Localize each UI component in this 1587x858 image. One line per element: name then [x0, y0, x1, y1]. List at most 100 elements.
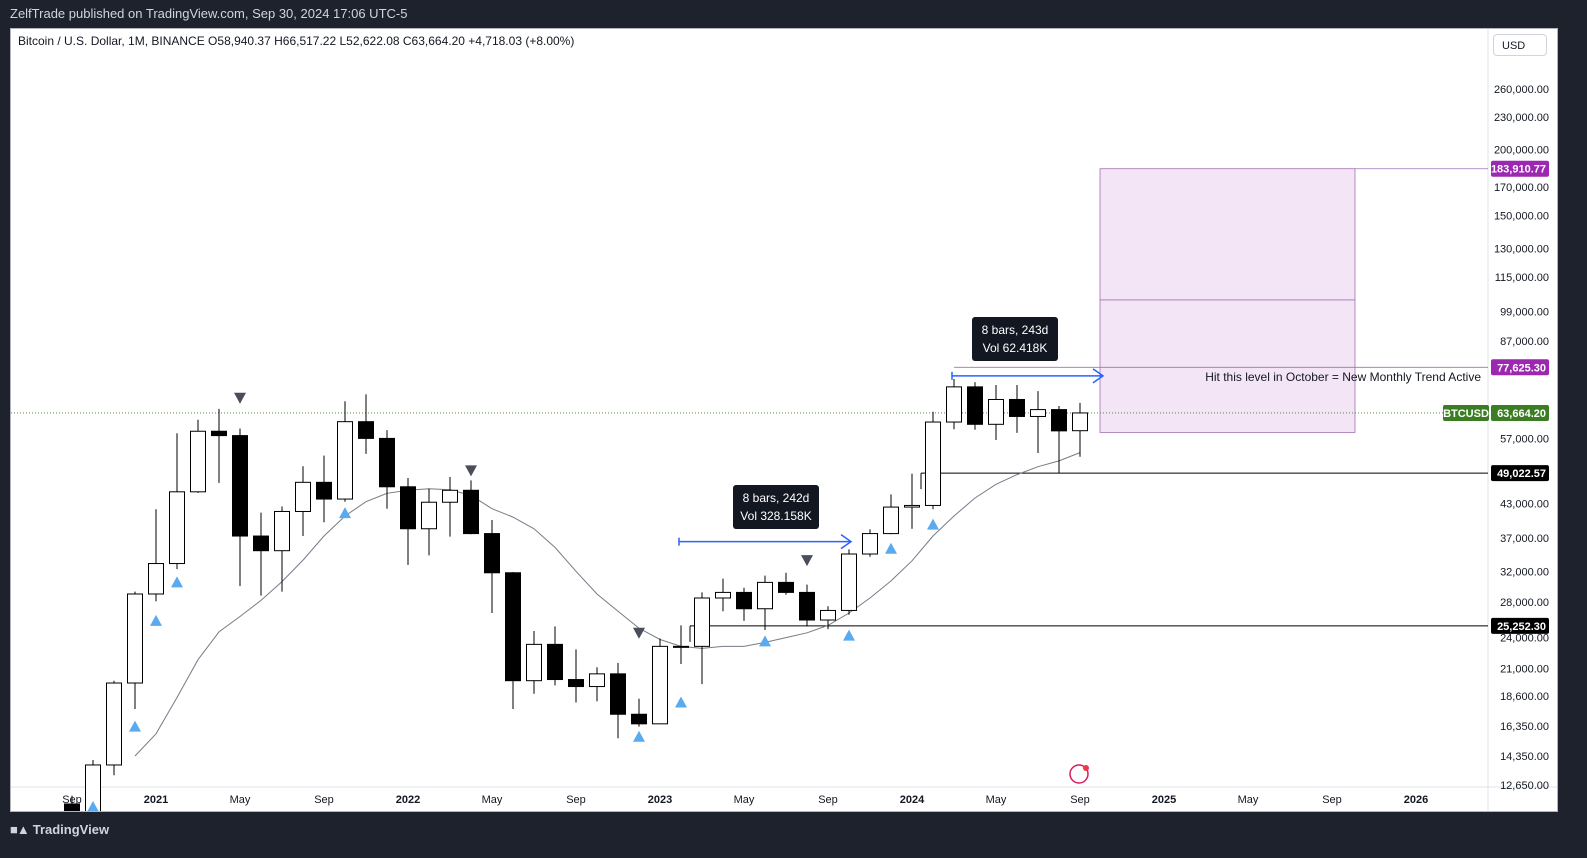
candle-body — [904, 504, 920, 508]
candle-body — [841, 553, 857, 611]
price-tick-label: 115,000.00 — [1495, 272, 1549, 284]
candle-body — [421, 501, 437, 530]
tradingview-logo[interactable]: ■▲ TradingView — [10, 822, 109, 837]
time-tick-label: Sep — [1070, 794, 1090, 806]
measure-tooltip-1-bars: 8 bars, 242d — [743, 491, 810, 505]
candle-body — [526, 643, 542, 682]
time-tick-label: 2022 — [396, 794, 420, 806]
candle-body — [778, 581, 794, 593]
candle-body — [715, 591, 731, 599]
price-tick-label: 260,000.00 — [1494, 84, 1549, 96]
buy-signal-icon — [150, 614, 162, 626]
sell-signal-icon — [465, 465, 477, 477]
candle-body — [820, 609, 836, 621]
trend-note: Hit this level in October = New Monthly … — [1205, 370, 1481, 384]
candle-body — [358, 421, 374, 439]
price-tick-label: 87,000.00 — [1500, 336, 1549, 348]
candle-body — [883, 506, 899, 535]
brand-label: TradingView — [32, 822, 110, 837]
moving-average-line — [134, 452, 1081, 757]
buy-signal-icon — [87, 800, 99, 811]
buy-signal-icon — [633, 730, 645, 742]
price-tick-label: 200,000.00 — [1494, 144, 1549, 156]
price-tick-label: 170,000.00 — [1494, 182, 1549, 194]
time-tick-label: May — [734, 794, 755, 806]
price-tick-label: 99,000.00 — [1500, 306, 1549, 318]
buy-signal-icon — [675, 696, 687, 708]
time-tick-label: 2021 — [144, 794, 168, 806]
event-dot-icon — [1083, 765, 1089, 771]
candle-body — [337, 421, 353, 500]
buy-signal-icon — [927, 518, 939, 530]
candle-body — [190, 430, 206, 493]
candle-body — [85, 764, 101, 811]
candle-body — [211, 430, 227, 437]
last-price-tag: 63,664.20 — [1497, 408, 1546, 420]
sell-signal-icon — [234, 392, 246, 404]
candle-body — [127, 593, 143, 684]
symbol-legend[interactable]: Bitcoin / U.S. Dollar, 1M, BINANCE O58,9… — [18, 34, 575, 48]
currency-button[interactable]: USD — [1493, 34, 1547, 56]
time-tick-label: May — [230, 794, 251, 806]
price-tick-label: 230,000.00 — [1494, 112, 1549, 124]
price-chart[interactable]: 8 bars, 242d Vol 328.158K 8 bars, 243d Vol … — [11, 29, 1558, 812]
time-tick-label: 2026 — [1404, 794, 1428, 806]
candle-body — [106, 682, 122, 766]
buy-signal-icon — [843, 629, 855, 641]
candle-body — [253, 535, 269, 552]
price-tick-label: 28,000.00 — [1500, 597, 1549, 609]
candle-body — [673, 645, 689, 648]
event-icon — [1069, 764, 1089, 784]
target-zone-box — [1099, 168, 1356, 433]
candle-body — [946, 386, 962, 423]
publish-info: ZelfTrade published on TradingView.com, … — [10, 6, 408, 21]
candle-body — [1009, 398, 1025, 417]
price-tick-label: 18,600.00 — [1500, 691, 1549, 703]
time-tick-label: May — [482, 794, 503, 806]
candle-body — [967, 386, 983, 425]
tradingview-mark-icon: ■▲ — [10, 822, 30, 837]
candle-body — [232, 435, 248, 537]
measure-arrow-head-1 — [840, 534, 853, 550]
chart-pane[interactable]: Bitcoin / U.S. Dollar, 1M, BINANCE O58,9… — [10, 28, 1558, 812]
support-tag-2-bg — [1491, 617, 1549, 634]
candle-body — [1072, 412, 1088, 432]
price-tick-label: 14,350.00 — [1500, 751, 1549, 763]
buy-signal-icon — [339, 507, 351, 519]
price-tick-label: 150,000.00 — [1494, 211, 1549, 223]
price-tick-label: 16,350.00 — [1500, 721, 1549, 733]
time-tick-label: Sep — [818, 794, 838, 806]
buy-signal-icon — [759, 635, 771, 647]
candle-body — [316, 481, 332, 500]
candle-body — [610, 673, 626, 715]
target-price-tag: 183,910.77 — [1491, 164, 1546, 176]
time-tick-label: Sep — [314, 794, 334, 806]
time-tick-label: Sep — [566, 794, 586, 806]
support-tag-2: 25,252.30 — [1497, 621, 1546, 633]
symbol-tag: BTCUSD — [1443, 408, 1489, 420]
candle-body — [799, 591, 815, 621]
candle-body — [295, 481, 311, 512]
candle-body — [652, 645, 668, 725]
price-tick-label: 37,000.00 — [1500, 533, 1549, 545]
sell-signal-icon — [801, 555, 813, 567]
price-tick-label: 12,650.00 — [1500, 780, 1549, 792]
support-tag-1-bg — [1491, 465, 1549, 482]
candle-body — [1051, 409, 1067, 432]
candle-body — [694, 597, 710, 647]
time-tick-label: May — [1238, 794, 1259, 806]
candle-body — [631, 713, 647, 725]
buy-signal-icon — [885, 542, 897, 554]
last-price-tag-bg — [1491, 404, 1549, 421]
candle-body — [148, 563, 164, 595]
time-tick-label: May — [986, 794, 1007, 806]
price-tick-label: 43,000.00 — [1500, 498, 1549, 510]
symbol-tag-bg — [1443, 404, 1489, 421]
candle-body — [169, 491, 185, 565]
candle-body — [463, 489, 479, 535]
candle-body — [925, 421, 941, 506]
candle-body — [1030, 409, 1046, 417]
candle-body — [568, 679, 584, 688]
time-tick-label: 2024 — [900, 794, 925, 806]
price-tick-label: 32,000.00 — [1500, 566, 1549, 578]
